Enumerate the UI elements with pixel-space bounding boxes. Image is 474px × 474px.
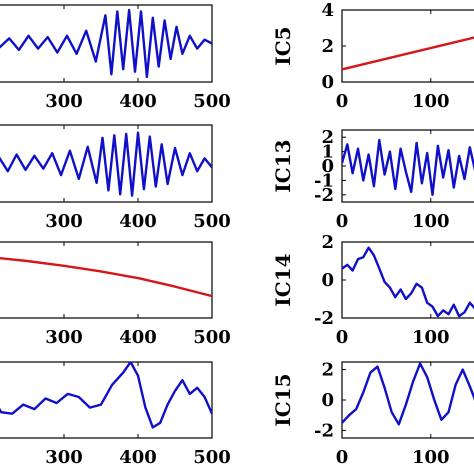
x-tick-label: 0: [336, 447, 349, 468]
y-tick-label: 2: [321, 36, 334, 57]
series-line: [342, 362, 474, 426]
y-tick-label: -2: [314, 308, 334, 329]
x-tick-label: 300: [45, 211, 83, 232]
y-tick-label: -2: [314, 185, 334, 206]
y-tick-label: 2: [321, 232, 334, 253]
series-line: [0, 8, 212, 79]
chart-panel-left-row-3: 300 400 500: [0, 241, 231, 348]
x-tick-label: 0: [336, 211, 349, 232]
y-tick-label: 4: [321, 0, 334, 21]
x-tick-label: 100: [412, 91, 450, 112]
y-tick-label: -2: [314, 420, 334, 441]
axes-frame: [0, 124, 213, 203]
x-tick-label: 0: [336, 91, 349, 112]
x-tick-label: 500: [193, 327, 231, 348]
x-tick-label: 0: [336, 327, 349, 348]
y-tick-label: 2: [321, 360, 334, 381]
y-tick-label: 0: [321, 156, 334, 177]
y-tick-label: 2: [321, 127, 334, 148]
series-line: [0, 257, 212, 298]
y-axis-label: IC5: [271, 26, 295, 65]
series-line: [342, 36, 474, 71]
chart-panel-left-row-1: 300 400 500: [0, 4, 231, 112]
x-tick-label: 300: [45, 327, 83, 348]
y-tick-label: 0: [321, 72, 334, 93]
x-tick-label: 500: [193, 447, 231, 468]
x-tick-label: 400: [119, 91, 157, 112]
x-tick-label: 100: [412, 211, 450, 232]
x-tick-label: 100: [412, 447, 450, 468]
y-tick-label: 0: [321, 390, 334, 411]
x-tick-label: 400: [119, 327, 157, 348]
series-line: [342, 246, 474, 318]
x-tick-label: 500: [193, 91, 231, 112]
x-tick-label: 300: [45, 447, 83, 468]
x-tick-label: 400: [119, 447, 157, 468]
y-axis-label: IC13: [271, 139, 295, 192]
axes-frame: [341, 9, 474, 83]
x-tick-label: 500: [193, 211, 231, 232]
x-tick-label: 100: [412, 327, 450, 348]
series-line: [0, 131, 212, 197]
axes-frame: [0, 361, 213, 439]
chart-panel-right-row-1: 0 100 0 2 4 IC5: [271, 0, 474, 112]
series-line: [0, 362, 212, 429]
y-tick-label: 0: [321, 270, 334, 291]
y-tick-label: -1: [314, 170, 334, 191]
axes-frame: [0, 241, 213, 319]
x-tick-label: 400: [119, 211, 157, 232]
x-tick-label: 300: [45, 91, 83, 112]
chart-panel-left-row-4: 300 400 500: [0, 361, 231, 468]
y-tick-label: 1: [321, 142, 334, 163]
chart-panel-left-row-2: 300 400 500: [0, 124, 231, 232]
series-line: [342, 138, 474, 197]
y-axis-label: IC14: [271, 253, 295, 306]
y-axis-label: IC15: [271, 373, 295, 426]
